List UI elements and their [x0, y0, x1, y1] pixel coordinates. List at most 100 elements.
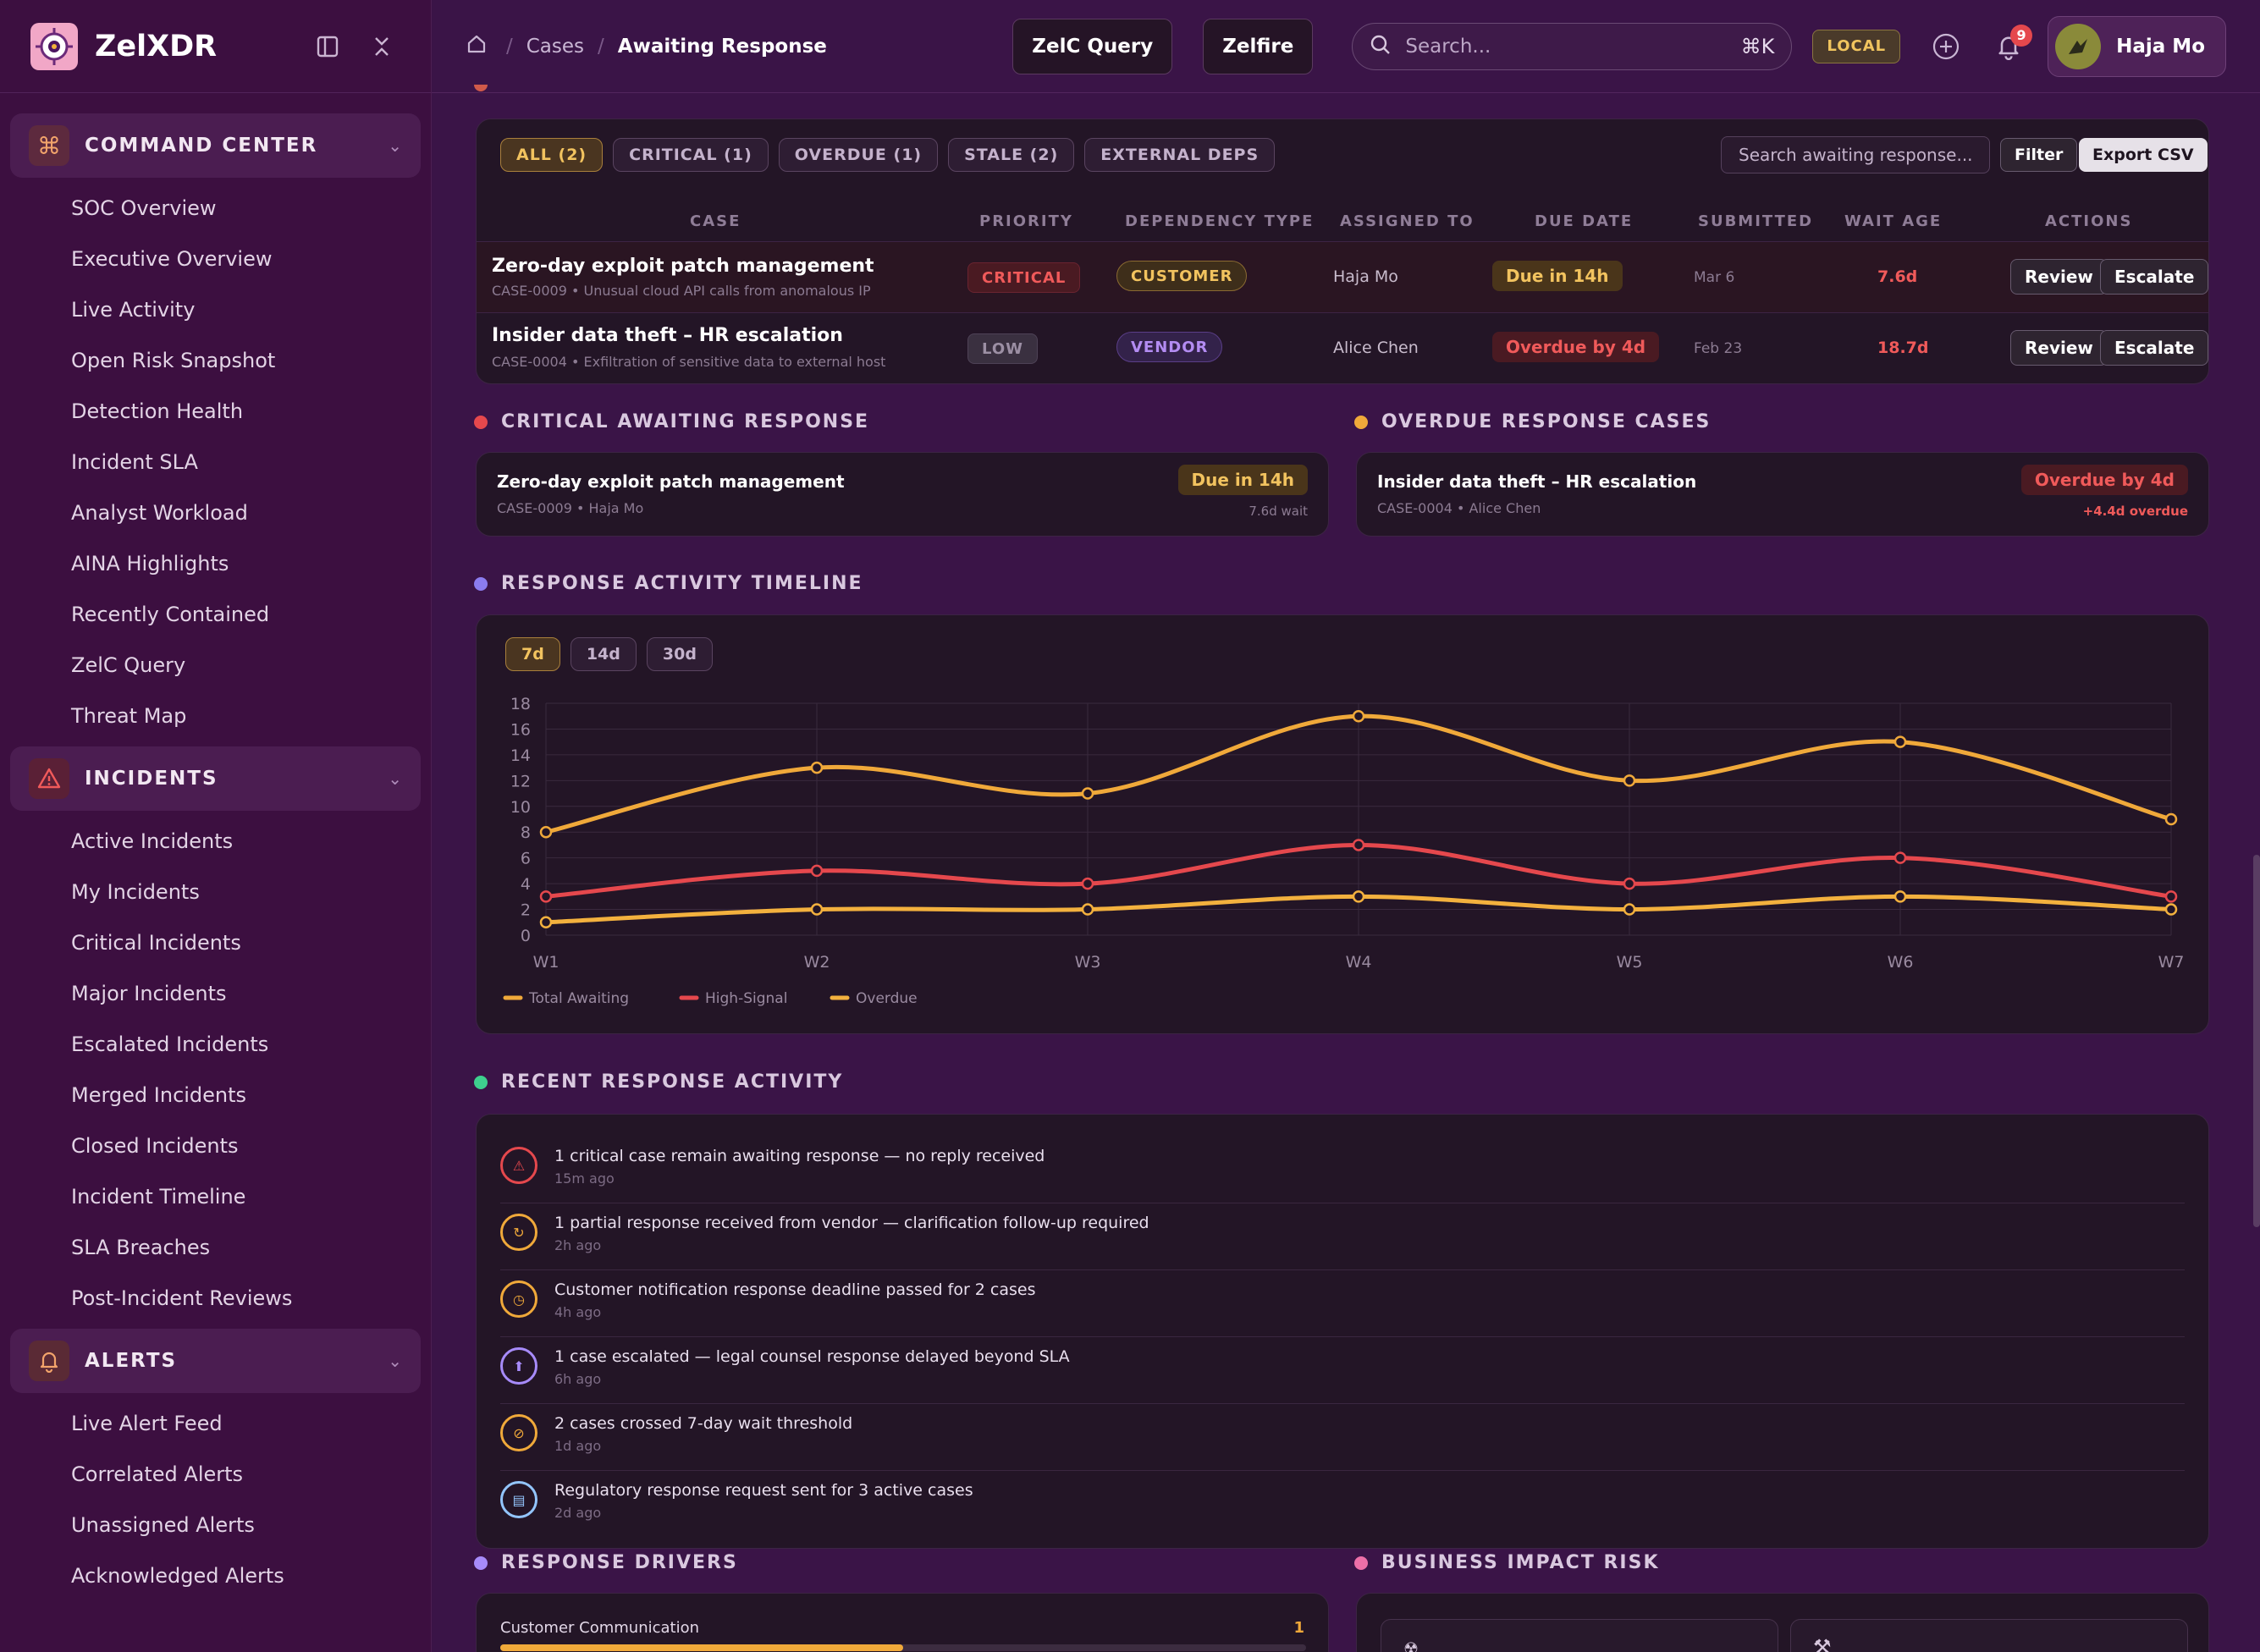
filter-chip-critical[interactable]: CRITICAL (1): [613, 138, 769, 172]
sidebar-toggle-icon[interactable]: [309, 28, 346, 65]
sidebar-item-threat-map[interactable]: Threat Map: [71, 704, 187, 728]
escalate-button[interactable]: Escalate: [2100, 259, 2209, 295]
activity-item[interactable]: ◷ Customer notification response deadline…: [500, 1270, 2185, 1337]
search-shortcut: ⌘K: [1740, 34, 1775, 58]
col-header-due-date[interactable]: DUE DATE: [1535, 212, 1634, 230]
add-icon[interactable]: [1927, 28, 1965, 65]
sidebar-item-post-incident-reviews[interactable]: Post-Incident Reviews: [71, 1286, 293, 1310]
overdue-cases-heading: OVERDUE RESPONSE CASES: [1354, 411, 1711, 432]
sidebar-item-recently-contained[interactable]: Recently Contained: [71, 603, 270, 626]
col-header-assigned-to[interactable]: ASSIGNED TO: [1340, 212, 1475, 230]
col-header-priority[interactable]: PRIORITY: [979, 212, 1073, 230]
sidebar-item-aina-highlights[interactable]: AINA Highlights: [71, 552, 229, 575]
timeline-chart: 0 2 4 6 8 10 12 14 16 18 W1 W2 W3 W4 W5 W6 W7 Total Await…: [503, 695, 2184, 1007]
col-header-wait-age[interactable]: WAIT AGE: [1844, 212, 1943, 230]
home-icon[interactable]: [466, 33, 488, 60]
sidebar-item-soc-overview[interactable]: SOC Overview: [71, 196, 217, 220]
notification-count-badge: 9: [2010, 24, 2033, 47]
sidebar-item-zelc-query[interactable]: ZelC Query: [71, 653, 186, 677]
document-icon: ▤: [500, 1481, 537, 1518]
activity-item[interactable]: ⚠ 1 critical case remain awaiting respons…: [500, 1137, 2185, 1203]
sidebar-item-sla-breaches[interactable]: SLA Breaches: [71, 1236, 211, 1259]
sidebar-item-my-incidents[interactable]: My Incidents: [71, 880, 200, 904]
data-point: [539, 916, 553, 929]
filter-chip-stale[interactable]: STALE (2): [948, 138, 1075, 172]
overdue-case-card[interactable]: Insider data theft – HR escalation CASE-…: [1356, 452, 2209, 537]
overdue-case-title: Insider data theft – HR escalation: [1377, 471, 1697, 492]
activity-item[interactable]: ↻ 1 partial response received from vendor…: [500, 1203, 2185, 1270]
filter-chip-all[interactable]: ALL (2): [500, 138, 604, 172]
filter-chip-overdue[interactable]: OVERDUE (1): [778, 138, 939, 172]
zelc-query-button[interactable]: ZelC Query: [1012, 18, 1173, 74]
table-row[interactable]: Zero-day exploit patch management CASE-0…: [477, 241, 2209, 312]
review-button[interactable]: Review: [2010, 259, 2108, 295]
y-tick-label: 4: [521, 875, 531, 894]
main-scrollbar[interactable]: [2253, 855, 2260, 1227]
global-search-input[interactable]: Search... ⌘K: [1352, 22, 1793, 70]
range-chips: 7d 14d 30d: [505, 637, 723, 671]
impact-tile[interactable]: ⚒: [1790, 1619, 2188, 1652]
col-header-dependency-type[interactable]: DEPENDENCY TYPE: [1125, 212, 1315, 230]
breadcrumb-cases[interactable]: Cases: [526, 35, 585, 58]
zelfire-button[interactable]: Zelfire: [1203, 18, 1314, 74]
table-row[interactable]: Insider data theft – HR escalation CASE-…: [477, 312, 2209, 383]
col-header-case[interactable]: CASE: [690, 212, 741, 230]
sidebar-item-executive-overview[interactable]: Executive Overview: [71, 247, 273, 271]
activity-text: Customer notification response deadline …: [554, 1280, 1036, 1299]
escalate-button[interactable]: Escalate: [2100, 330, 2209, 366]
main-content: / Cases / Awaiting Response ZelC Query Z…: [432, 0, 2260, 1652]
sidebar-item-active-incidents[interactable]: Active Incidents: [71, 829, 234, 853]
export-csv-button[interactable]: Export CSV: [2079, 138, 2208, 172]
range-14d[interactable]: 14d: [570, 637, 637, 671]
sidebar-item-detection-health[interactable]: Detection Health: [71, 399, 244, 423]
chevron-down-icon[interactable]: ⌄: [388, 135, 402, 156]
collapse-all-icon[interactable]: [363, 28, 400, 65]
data-point: [1081, 903, 1094, 916]
sidebar-item-unassigned-alerts[interactable]: Unassigned Alerts: [71, 1513, 255, 1537]
submitted-date: Feb 23: [1694, 340, 1743, 357]
notifications-bell-icon[interactable]: 9: [1990, 24, 2033, 65]
sidebar-item-incident-timeline[interactable]: Incident Timeline: [71, 1185, 246, 1209]
activity-item[interactable]: ⬆ 1 case escalated — legal counsel respon…: [500, 1337, 2185, 1404]
chevron-down-icon[interactable]: ⌄: [388, 768, 402, 789]
overdue-note: +4.4d overdue: [2082, 504, 2188, 519]
overdue-badge: Overdue by 4d: [2020, 465, 2188, 495]
section-command-center[interactable]: ⌘ COMMAND CENTER ⌄: [10, 113, 421, 178]
critical-case-card[interactable]: Zero-day exploit patch management CASE-0…: [476, 452, 1329, 537]
sidebar-items-incidents: Active Incidents My Incidents Critical I…: [10, 816, 421, 1324]
sidebar-item-acknowledged-alerts[interactable]: Acknowledged Alerts: [71, 1564, 284, 1588]
sidebar-item-analyst-workload[interactable]: Analyst Workload: [71, 501, 248, 525]
chevron-down-icon[interactable]: ⌄: [388, 1351, 402, 1371]
y-tick-label: 2: [521, 901, 531, 920]
sidebar-item-open-risk-snapshot[interactable]: Open Risk Snapshot: [71, 349, 276, 372]
sidebar-item-closed-incidents[interactable]: Closed Incidents: [71, 1134, 239, 1158]
range-30d[interactable]: 30d: [646, 637, 713, 671]
activity-text: 2 cases crossed 7-day wait threshold: [554, 1414, 853, 1433]
sidebar-item-incident-sla[interactable]: Incident SLA: [71, 450, 198, 474]
sidebar-item-escalated-incidents[interactable]: Escalated Incidents: [71, 1032, 269, 1056]
section-incidents[interactable]: INCIDENTS ⌄: [10, 746, 421, 811]
col-header-submitted[interactable]: SUBMITTED: [1698, 212, 1814, 230]
sidebar-item-live-alert-feed[interactable]: Live Alert Feed: [71, 1412, 223, 1435]
filter-button[interactable]: Filter: [2000, 138, 2078, 172]
sidebar-item-major-incidents[interactable]: Major Incidents: [71, 982, 227, 1005]
filter-chip-external-deps[interactable]: EXTERNAL DEPS: [1084, 138, 1276, 172]
activity-item[interactable]: ▤ Regulatory response request sent for 3 …: [500, 1471, 2185, 1538]
section-alerts[interactable]: ALERTS ⌄: [10, 1329, 421, 1393]
breadcrumb: / Cases / Awaiting Response: [466, 33, 1012, 60]
sidebar-nav: ⌘ COMMAND CENTER ⌄ SOC Overview Executiv…: [0, 93, 431, 1616]
sidebar-item-correlated-alerts[interactable]: Correlated Alerts: [71, 1462, 244, 1486]
data-point: [1623, 774, 1636, 787]
activity-heading-text: RECENT RESPONSE ACTIVITY: [501, 1071, 844, 1093]
sidebar-item-live-activity[interactable]: Live Activity: [71, 298, 196, 322]
sidebar: ZelXDR ⌘ COMMAND CENTER ⌄ SOC Overview E…: [0, 0, 432, 1652]
col-header-actions[interactable]: ACTIONS: [2045, 212, 2133, 230]
table-search-input[interactable]: Search awaiting response...: [1721, 136, 1990, 173]
range-7d[interactable]: 7d: [505, 637, 560, 671]
review-button[interactable]: Review: [2010, 330, 2108, 366]
sidebar-item-critical-incidents[interactable]: Critical Incidents: [71, 931, 241, 955]
user-menu[interactable]: Haja Mo: [2048, 15, 2226, 77]
sidebar-item-merged-incidents[interactable]: Merged Incidents: [71, 1083, 247, 1107]
activity-item[interactable]: ⊘ 2 cases crossed 7-day wait threshold 1d …: [500, 1404, 2185, 1471]
impact-tile[interactable]: ☢: [1381, 1619, 1778, 1652]
